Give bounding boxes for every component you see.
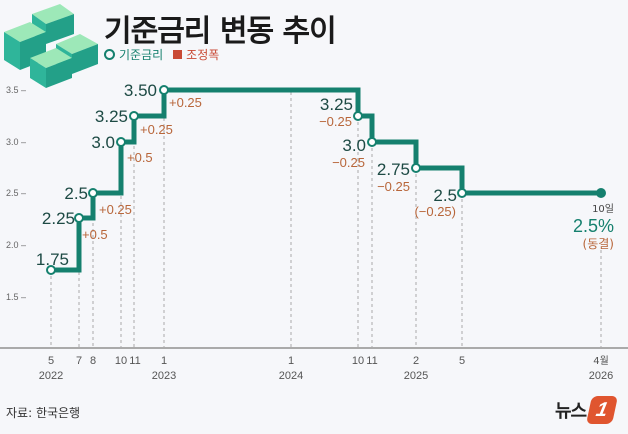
y-tick-2.0: 2.0 – xyxy=(6,240,26,250)
rate-label: 3.0 xyxy=(342,136,366,155)
x-tick-label: 8 xyxy=(90,355,96,367)
x-tick-label: 10 xyxy=(115,355,127,367)
change-label: +0.25 xyxy=(99,202,132,217)
rate-label: 3.25 xyxy=(95,107,128,126)
change-label: +0.5 xyxy=(127,150,153,165)
x-year-label: 2026 xyxy=(589,370,613,382)
rate-label: 3.0 xyxy=(91,133,115,152)
x-tick-label: 10 xyxy=(352,355,364,367)
x-year-label: 2025 xyxy=(404,370,428,382)
legend-label-change: 조정폭 xyxy=(186,48,220,62)
x-tick-label: 2 xyxy=(413,355,419,367)
rate-label: 3.50 xyxy=(124,81,157,100)
news1-logo: 뉴스 1 xyxy=(555,396,619,424)
money-stack-icon xyxy=(4,4,98,88)
change-label: +0.5 xyxy=(82,227,108,242)
source-note: 자료: 한국은행 xyxy=(6,406,81,420)
y-tick-1.5: 1.5 – xyxy=(6,292,26,302)
legend-label-rate: 기준금리 xyxy=(119,48,164,62)
x-tick-label: 11 xyxy=(366,355,377,367)
change-label: −0.25 xyxy=(377,179,410,194)
rate-label: 3.25 xyxy=(320,95,353,114)
x-year-label: 2023 xyxy=(152,370,176,382)
x-tick-label: 4월 xyxy=(593,355,609,367)
logo-text: 뉴스 xyxy=(555,401,587,422)
rate-label: 2.75 xyxy=(377,160,410,179)
rate-label: 2.5 xyxy=(433,186,457,205)
change-label: +0.25 xyxy=(140,122,173,137)
change-label: +0.25 xyxy=(169,95,202,110)
latest-rate-label: 2.5% xyxy=(573,216,614,236)
change-label: (−0.25) xyxy=(414,204,456,219)
x-year-label: 2022 xyxy=(39,370,63,382)
x-tick-label: 1 xyxy=(161,355,167,367)
latest-status-label: (동결) xyxy=(583,237,614,251)
chart-title: 기준금리 변동 추이 xyxy=(104,14,337,49)
legend-circle-icon xyxy=(104,49,115,60)
rate-label: 2.5 xyxy=(64,184,88,203)
change-label: −0.25 xyxy=(319,114,352,129)
latest-point-marker xyxy=(596,188,606,198)
rate-label: 1.75 xyxy=(36,250,69,269)
logo-mark-icon: 1 xyxy=(586,396,619,424)
y-tick-3.5: 3.5 – xyxy=(6,85,26,95)
legend-square-icon xyxy=(173,50,183,59)
latest-date-label: 10일 xyxy=(592,203,614,215)
legend: 기준금리 조정폭 xyxy=(104,46,219,63)
x-tick-label: 5 xyxy=(48,355,54,367)
rate-label: 2.25 xyxy=(42,209,75,228)
x-tick-label: 7 xyxy=(76,355,82,367)
change-label: −0.25 xyxy=(332,155,365,170)
x-tick-label: 5 xyxy=(459,355,465,367)
x-tick-label: 11 xyxy=(129,355,140,367)
y-tick-2.5: 2.5 – xyxy=(6,188,26,198)
x-year-label: 2024 xyxy=(279,370,303,382)
x-tick-label: 1 xyxy=(288,355,294,367)
y-tick-3.0: 3.0 – xyxy=(6,137,26,147)
